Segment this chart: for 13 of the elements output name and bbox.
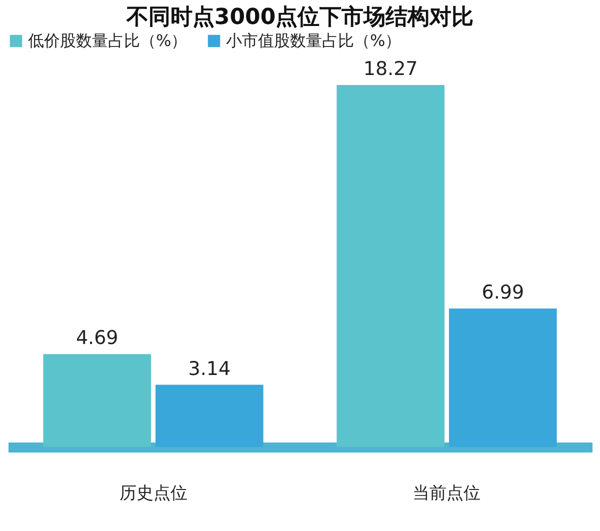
chart-title: 不同时点3000点位下市场结构对比 bbox=[125, 4, 474, 30]
x-tick-label: 当前点位 bbox=[412, 484, 481, 504]
bar bbox=[43, 354, 152, 447]
x-tick-label: 历史点位 bbox=[119, 484, 188, 504]
data-label: 6.99 bbox=[482, 282, 524, 304]
bar bbox=[448, 308, 557, 447]
bar bbox=[156, 384, 264, 447]
legend-label: 低价股数量占比（%） bbox=[28, 31, 188, 50]
data-label: 18.27 bbox=[363, 58, 418, 80]
legend-label: 小市值股数量占比（%） bbox=[226, 31, 402, 50]
data-label: 4.69 bbox=[76, 327, 118, 350]
data-label: 3.14 bbox=[188, 358, 231, 380]
bar bbox=[336, 85, 444, 447]
